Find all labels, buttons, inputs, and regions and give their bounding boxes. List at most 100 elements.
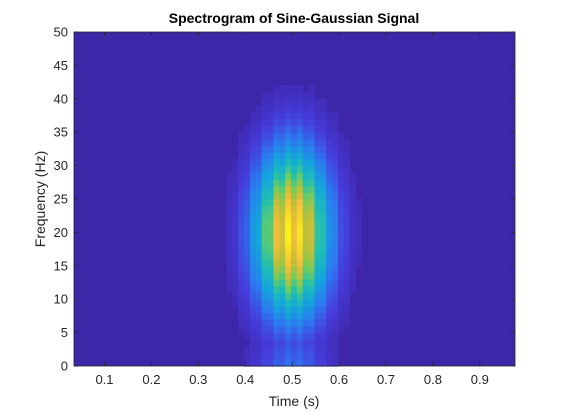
heatmap-cell — [290, 285, 298, 294]
heatmap-cell — [261, 325, 269, 334]
heatmap-cell — [337, 165, 345, 173]
heatmap-cell — [343, 199, 351, 207]
y-tick-label: 20 — [54, 225, 68, 240]
heatmap-cell — [279, 245, 286, 254]
heatmap-cell — [279, 92, 286, 100]
heatmap-cell — [261, 212, 269, 220]
heatmap-cell — [232, 172, 239, 180]
heatmap-cell — [238, 199, 245, 207]
heatmap-cell — [349, 205, 357, 213]
heatmap-cell — [244, 299, 251, 307]
heatmap-cell — [296, 172, 304, 180]
heatmap-cell — [232, 252, 239, 260]
heatmap-cell — [314, 178, 321, 187]
heatmap-cell — [255, 178, 263, 187]
heatmap-cell — [273, 345, 280, 354]
heatmap-cell — [285, 245, 292, 254]
heatmap-cell — [267, 132, 274, 140]
heatmap-cell — [302, 352, 310, 360]
heatmap-cell — [255, 212, 263, 220]
heatmap-cell — [308, 219, 316, 227]
heatmap-cell — [337, 279, 345, 287]
heatmap-cell — [308, 205, 316, 213]
heatmap-cell — [273, 252, 280, 260]
heatmap-cell — [320, 158, 327, 167]
heatmap-cell — [308, 359, 316, 367]
heatmap-cell — [249, 219, 257, 227]
heatmap-cell — [320, 118, 327, 127]
heatmap-cell — [267, 118, 274, 127]
heatmap-cell — [308, 325, 316, 334]
heatmap-cell — [296, 185, 304, 193]
heatmap-cell — [261, 232, 269, 240]
heatmap-cell — [290, 345, 298, 354]
heatmap-cell — [232, 239, 239, 247]
heatmap-cell — [314, 332, 321, 340]
heatmap-cell — [349, 239, 357, 247]
heatmap-cell — [279, 292, 286, 300]
heatmap-cell — [314, 339, 321, 347]
heatmap-cell — [244, 352, 251, 360]
heatmap-cell — [255, 279, 263, 287]
heatmap-cell — [320, 145, 327, 153]
heatmap-cell — [337, 205, 345, 213]
heatmap-cell — [326, 132, 333, 140]
heatmap-cell — [285, 145, 292, 153]
heatmap-cell — [337, 285, 345, 294]
heatmap-cell — [296, 192, 304, 200]
heatmap-cell — [326, 319, 333, 327]
heatmap-cell — [232, 245, 239, 254]
heatmap-cell — [267, 292, 274, 300]
heatmap-cell — [296, 325, 304, 334]
heatmap-cell — [285, 199, 292, 207]
heatmap-cell — [308, 312, 316, 320]
y-tick-label: 40 — [54, 91, 68, 106]
heatmap-cell — [296, 319, 304, 327]
heatmap-cell — [273, 232, 280, 240]
heatmap-cell — [290, 259, 298, 267]
heatmap-cell — [244, 125, 251, 133]
heatmap-cell — [314, 112, 321, 120]
x-tick-label: 0.5 — [283, 372, 301, 387]
heatmap-cell — [314, 105, 321, 113]
heatmap-cell — [320, 252, 327, 260]
heatmap-cell — [320, 112, 327, 120]
heatmap-cell — [244, 272, 251, 280]
heatmap-cell — [249, 319, 257, 327]
heatmap-cell — [267, 98, 274, 107]
heatmap-cell — [238, 272, 245, 280]
heatmap-cell — [314, 245, 321, 254]
heatmap-cell — [302, 132, 310, 140]
heatmap-cell — [290, 245, 298, 254]
heatmap-cell — [285, 272, 292, 280]
heatmap-cell — [279, 285, 286, 294]
heatmap-cell — [320, 98, 327, 107]
heatmap-cell — [314, 352, 321, 360]
heatmap-cell — [296, 138, 304, 147]
heatmap-cell — [238, 312, 245, 320]
heatmap-cell — [296, 299, 304, 307]
y-tick-label: 45 — [54, 58, 68, 73]
heatmap-cell — [296, 359, 304, 367]
heatmap-cell — [249, 305, 257, 314]
heatmap-cell — [273, 352, 280, 360]
heatmap-cell — [343, 178, 351, 187]
heatmap-cell — [314, 359, 321, 367]
heatmap-cell — [279, 259, 286, 267]
heatmap-cell — [249, 192, 257, 200]
heatmap-cell — [249, 178, 257, 187]
heatmap-cell — [279, 299, 286, 307]
heatmap-cell — [244, 285, 251, 294]
heatmap-cell — [332, 319, 339, 327]
heatmap-cell — [244, 205, 251, 213]
heatmap-cell — [249, 339, 257, 347]
heatmap-cell — [337, 172, 345, 180]
heatmap-cell — [290, 219, 298, 227]
heatmap-cell — [238, 138, 245, 147]
heatmap-cell — [290, 212, 298, 220]
heatmap-cell — [244, 185, 251, 193]
heatmap-cell — [326, 259, 333, 267]
heatmap-cell — [337, 252, 345, 260]
heatmap-cell — [232, 219, 239, 227]
heatmap-cell — [326, 299, 333, 307]
